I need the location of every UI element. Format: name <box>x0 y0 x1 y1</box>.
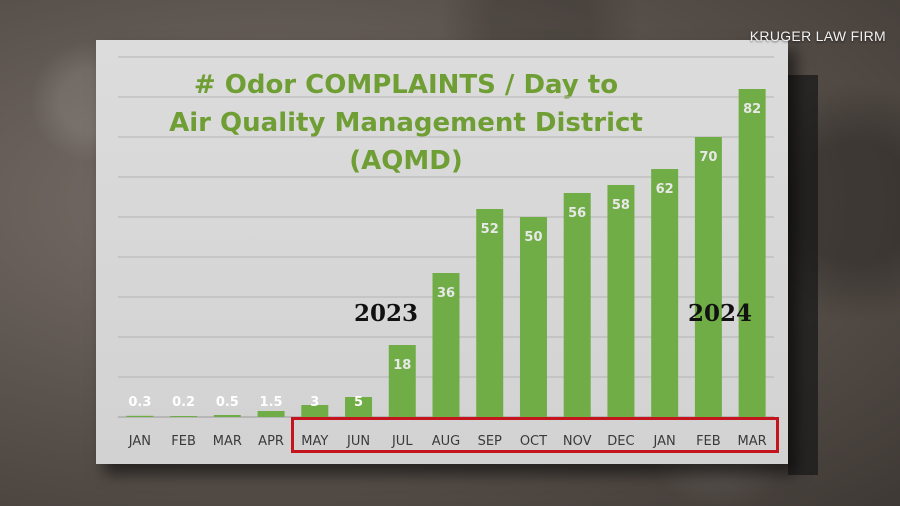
bar <box>519 217 547 417</box>
chart-title-line-3: (AQMD) <box>349 146 463 176</box>
bar <box>563 193 591 417</box>
x-tick-label: APR <box>258 434 284 449</box>
data-label: 0.3 <box>128 395 151 410</box>
x-tick-label: JAN <box>128 434 151 449</box>
data-label: 52 <box>481 222 499 237</box>
year-label-2023: 2023 <box>354 300 419 327</box>
x-tick-label: AUG <box>432 434 460 449</box>
data-label: 70 <box>699 150 717 165</box>
bar <box>257 411 285 417</box>
x-tick-label: FEB <box>696 434 721 449</box>
year-label-2024: 2024 <box>688 300 753 327</box>
bar <box>432 273 460 417</box>
bar <box>301 405 329 417</box>
bar <box>476 209 504 417</box>
data-label: 0.2 <box>172 395 195 410</box>
data-label: 3 <box>310 395 319 410</box>
bar <box>345 397 373 417</box>
data-label: 18 <box>393 358 411 373</box>
data-label: 50 <box>524 230 542 245</box>
bar <box>607 185 635 417</box>
chart-title-line-1: # Odor COMPLAINTS / Day to <box>193 70 619 100</box>
data-label: 36 <box>437 286 455 301</box>
panel-shadow <box>788 75 818 475</box>
bar <box>651 169 679 417</box>
bar <box>170 416 198 417</box>
x-tick-label: NOV <box>563 434 592 449</box>
data-label: 1.5 <box>260 395 283 410</box>
x-tick-label: OCT <box>520 434 547 449</box>
data-label: 5 <box>354 395 363 410</box>
bar <box>388 345 416 417</box>
data-label: 0.5 <box>216 395 239 410</box>
x-tick-label: MAY <box>301 434 328 449</box>
x-tick-label: MAR <box>213 434 242 449</box>
x-tick-label: SEP <box>478 434 502 449</box>
x-tick-label: JUN <box>346 434 370 449</box>
bar <box>694 137 722 417</box>
data-label: 56 <box>568 206 586 221</box>
highlight-box <box>291 417 779 453</box>
x-tick-label: DEC <box>607 434 634 449</box>
data-label: 82 <box>743 102 761 117</box>
chart-title: # Odor COMPLAINTS / Day to Air Quality M… <box>96 66 716 180</box>
data-label: 62 <box>656 182 674 197</box>
bar <box>738 89 766 417</box>
x-tick-label: MAR <box>738 434 767 449</box>
bar <box>126 415 154 417</box>
x-tick-label: FEB <box>171 434 196 449</box>
chart-title-line-2: Air Quality Management District <box>169 108 643 138</box>
bar <box>213 415 241 417</box>
x-tick-label: JUL <box>391 434 413 449</box>
data-label: 58 <box>612 198 630 213</box>
watermark-credit: KRUGER LAW FIRM <box>749 28 886 44</box>
x-tick-label: JAN <box>653 434 676 449</box>
